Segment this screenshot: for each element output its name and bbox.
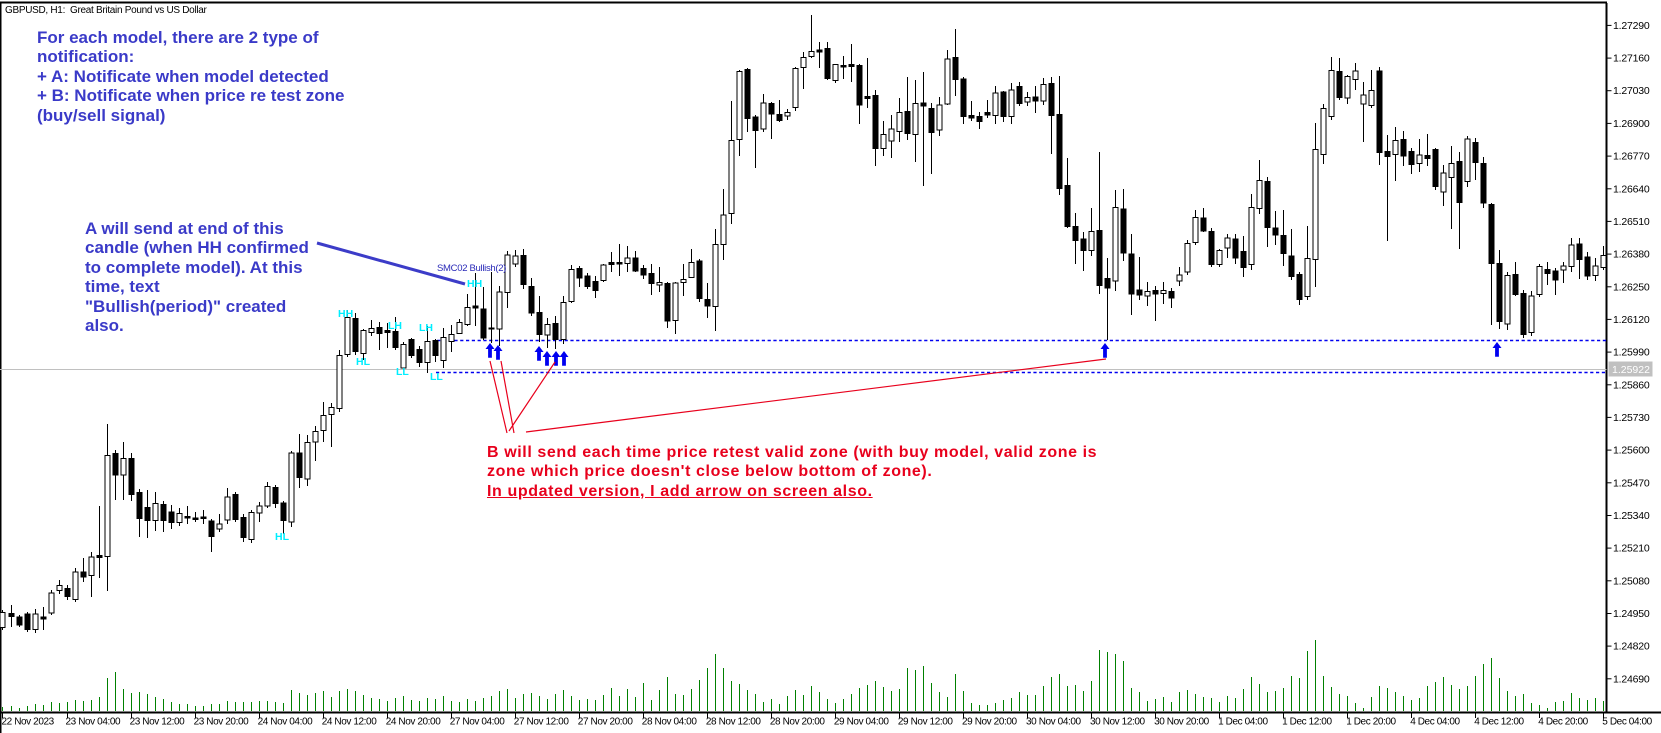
svg-text:4 Dec 12:00: 4 Dec 12:00: [1474, 717, 1524, 728]
svg-text:LL: LL: [430, 371, 443, 383]
svg-text:28 Nov 12:00: 28 Nov 12:00: [706, 717, 762, 728]
svg-text:1.26510: 1.26510: [1613, 216, 1650, 228]
svg-text:24 Nov 04:00: 24 Nov 04:00: [258, 717, 314, 728]
svg-text:1.27030: 1.27030: [1613, 85, 1650, 97]
svg-text:28 Nov 04:00: 28 Nov 04:00: [642, 717, 698, 728]
svg-text:1.26250: 1.26250: [1613, 281, 1650, 293]
svg-text:1.25922: 1.25922: [1612, 364, 1650, 376]
svg-text:1.27160: 1.27160: [1613, 53, 1650, 65]
svg-text:30 Nov 12:00: 30 Nov 12:00: [1090, 717, 1146, 728]
svg-text:29 Nov 20:00: 29 Nov 20:00: [962, 717, 1018, 728]
svg-text:HL: HL: [275, 531, 290, 543]
svg-text:30 Nov 04:00: 30 Nov 04:00: [1026, 717, 1082, 728]
svg-text:5 Dec 04:00: 5 Dec 04:00: [1602, 717, 1652, 728]
svg-text:LL: LL: [396, 366, 409, 378]
svg-text:HH: HH: [467, 278, 482, 290]
svg-text:4 Dec 04:00: 4 Dec 04:00: [1410, 717, 1460, 728]
svg-text:HL: HL: [356, 356, 371, 368]
svg-text:1 Dec 12:00: 1 Dec 12:00: [1282, 717, 1332, 728]
svg-text:1.25470: 1.25470: [1613, 477, 1650, 489]
svg-text:1.25990: 1.25990: [1613, 347, 1650, 359]
svg-text:1.24690: 1.24690: [1613, 673, 1650, 685]
svg-text:1.24950: 1.24950: [1613, 608, 1650, 620]
svg-text:4 Dec 20:00: 4 Dec 20:00: [1538, 717, 1588, 728]
svg-text:29 Nov 04:00: 29 Nov 04:00: [834, 717, 890, 728]
svg-text:1.25080: 1.25080: [1613, 575, 1650, 587]
svg-text:24 Nov 20:00: 24 Nov 20:00: [386, 717, 442, 728]
svg-text:23 Nov 04:00: 23 Nov 04:00: [66, 717, 122, 728]
svg-text:1.25730: 1.25730: [1613, 412, 1650, 424]
svg-text:LH: LH: [419, 322, 433, 334]
svg-text:1.27290: 1.27290: [1613, 20, 1650, 32]
svg-text:27 Nov 20:00: 27 Nov 20:00: [578, 717, 634, 728]
svg-text:22 Nov 2023: 22 Nov 2023: [2, 717, 55, 728]
svg-text:1.25340: 1.25340: [1613, 510, 1650, 522]
svg-text:28 Nov 20:00: 28 Nov 20:00: [770, 717, 826, 728]
svg-text:1.26770: 1.26770: [1613, 151, 1650, 163]
svg-text:1.26120: 1.26120: [1613, 314, 1650, 326]
svg-text:GBPUSD, H1: Great Britain Pou: GBPUSD, H1: Great Britain Pound vs US Do…: [5, 5, 208, 16]
svg-text:1.25210: 1.25210: [1613, 543, 1650, 555]
svg-text:1 Dec 20:00: 1 Dec 20:00: [1346, 717, 1396, 728]
svg-text:1.26640: 1.26640: [1613, 183, 1650, 195]
svg-text:1.26380: 1.26380: [1613, 249, 1650, 261]
svg-text:1.24820: 1.24820: [1613, 641, 1650, 653]
svg-text:30 Nov 20:00: 30 Nov 20:00: [1154, 717, 1210, 728]
svg-text:LH: LH: [388, 320, 402, 332]
svg-text:SMC02 Bullish(2): SMC02 Bullish(2): [437, 263, 506, 274]
svg-text:1 Dec 04:00: 1 Dec 04:00: [1218, 717, 1268, 728]
svg-text:24 Nov 12:00: 24 Nov 12:00: [322, 717, 378, 728]
svg-text:29 Nov 12:00: 29 Nov 12:00: [898, 717, 954, 728]
svg-text:27 Nov 04:00: 27 Nov 04:00: [450, 717, 506, 728]
svg-text:HH: HH: [338, 308, 353, 320]
svg-text:1.26900: 1.26900: [1613, 118, 1650, 130]
svg-text:23 Nov 20:00: 23 Nov 20:00: [194, 717, 250, 728]
svg-text:1.25600: 1.25600: [1613, 445, 1650, 457]
svg-text:23 Nov 12:00: 23 Nov 12:00: [130, 717, 186, 728]
svg-text:27 Nov 12:00: 27 Nov 12:00: [514, 717, 570, 728]
svg-text:1.25860: 1.25860: [1613, 379, 1650, 391]
